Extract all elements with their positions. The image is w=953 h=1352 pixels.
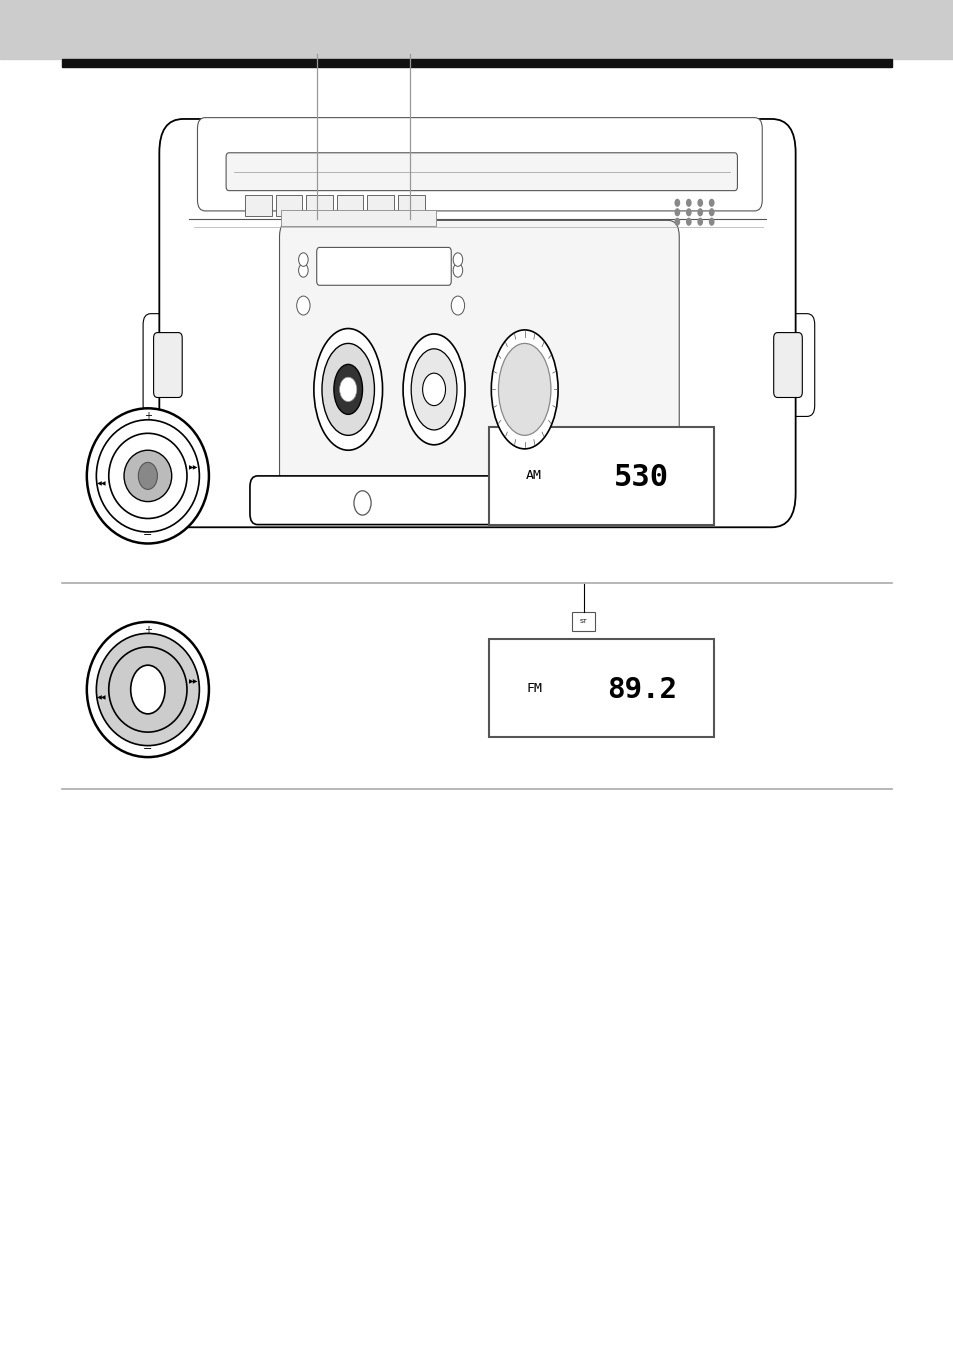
Text: −: − <box>143 744 152 754</box>
Ellipse shape <box>411 349 456 430</box>
Bar <box>336 195 363 216</box>
Circle shape <box>131 665 165 714</box>
Text: ▶▶: ▶▶ <box>189 465 198 470</box>
Circle shape <box>674 218 679 226</box>
Circle shape <box>708 218 714 226</box>
Circle shape <box>451 296 464 315</box>
Ellipse shape <box>402 334 464 445</box>
FancyBboxPatch shape <box>153 333 182 397</box>
Ellipse shape <box>87 622 209 757</box>
Ellipse shape <box>109 648 187 733</box>
Bar <box>281 210 436 226</box>
Circle shape <box>697 199 702 207</box>
Ellipse shape <box>321 343 374 435</box>
Circle shape <box>296 296 310 315</box>
Bar <box>0 0 953 59</box>
FancyBboxPatch shape <box>316 247 451 285</box>
Text: −: − <box>143 530 152 541</box>
Bar <box>306 195 333 216</box>
Ellipse shape <box>491 330 558 449</box>
Ellipse shape <box>96 633 199 745</box>
Ellipse shape <box>334 365 362 415</box>
Circle shape <box>697 218 702 226</box>
Circle shape <box>298 253 308 266</box>
Circle shape <box>298 264 308 277</box>
Bar <box>367 195 394 216</box>
Bar <box>397 195 424 216</box>
Circle shape <box>708 199 714 207</box>
FancyBboxPatch shape <box>762 314 814 416</box>
Circle shape <box>339 377 356 402</box>
Circle shape <box>685 218 691 226</box>
Circle shape <box>708 208 714 216</box>
Circle shape <box>422 373 445 406</box>
Bar <box>489 427 713 525</box>
Ellipse shape <box>96 419 199 531</box>
Text: +: + <box>144 411 152 422</box>
Ellipse shape <box>497 343 551 435</box>
Ellipse shape <box>124 450 172 502</box>
Circle shape <box>674 208 679 216</box>
Circle shape <box>453 264 462 277</box>
Circle shape <box>138 462 157 489</box>
Bar <box>62 58 891 66</box>
Text: ST: ST <box>579 619 587 625</box>
Bar <box>275 195 302 216</box>
Text: 530: 530 <box>614 464 669 492</box>
Bar <box>572 612 595 631</box>
FancyBboxPatch shape <box>250 476 708 525</box>
Text: AM: AM <box>526 469 541 483</box>
Circle shape <box>697 208 702 216</box>
FancyBboxPatch shape <box>159 119 795 527</box>
Circle shape <box>354 491 371 515</box>
Circle shape <box>685 208 691 216</box>
Text: ▶▶: ▶▶ <box>189 679 198 684</box>
Circle shape <box>685 199 691 207</box>
Ellipse shape <box>314 329 382 450</box>
Bar <box>245 195 272 216</box>
Text: ◀◀: ◀◀ <box>97 695 107 700</box>
FancyBboxPatch shape <box>279 220 679 489</box>
FancyBboxPatch shape <box>197 118 761 211</box>
Text: FM: FM <box>526 681 541 695</box>
Text: +: + <box>144 625 152 635</box>
FancyBboxPatch shape <box>773 333 801 397</box>
Ellipse shape <box>109 433 187 518</box>
Text: ◀◀: ◀◀ <box>97 481 107 487</box>
FancyBboxPatch shape <box>143 314 194 416</box>
Circle shape <box>453 253 462 266</box>
Bar <box>489 639 713 737</box>
Circle shape <box>674 199 679 207</box>
Ellipse shape <box>87 408 209 544</box>
FancyBboxPatch shape <box>226 153 737 191</box>
Text: 89.2: 89.2 <box>606 676 676 704</box>
